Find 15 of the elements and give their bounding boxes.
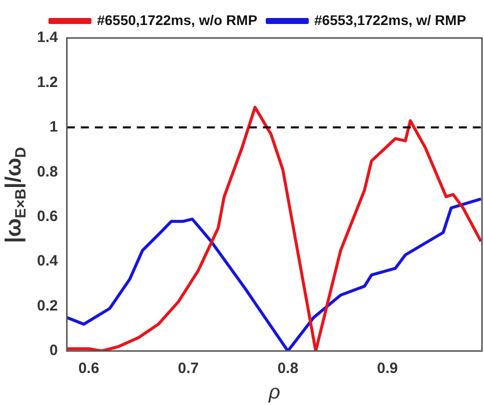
- x-axis-title: ρ: [268, 382, 280, 404]
- legend-label: #6550,1722ms, w/o RMP: [96, 12, 258, 28]
- y-tick-label: 1.4: [36, 29, 58, 46]
- y-tick-label: 1.2: [36, 74, 58, 91]
- y-tick-label: 0.8: [36, 163, 58, 180]
- x-tick-label: 0.6: [78, 360, 100, 378]
- y-tick-label: 1: [50, 118, 58, 136]
- x-tick-label: 0.9: [376, 360, 398, 378]
- y-tick-label: 0.6: [36, 208, 58, 225]
- y-tick-label: 0.4: [36, 252, 58, 270]
- x-tick-label: 0.7: [178, 360, 199, 378]
- x-tick-label: 0.8: [277, 360, 298, 378]
- y-tick-label: 0: [50, 342, 58, 360]
- legend-label: #6553,1722ms, w/ RMP: [314, 12, 466, 28]
- y-tick-label: 0.2: [36, 297, 58, 314]
